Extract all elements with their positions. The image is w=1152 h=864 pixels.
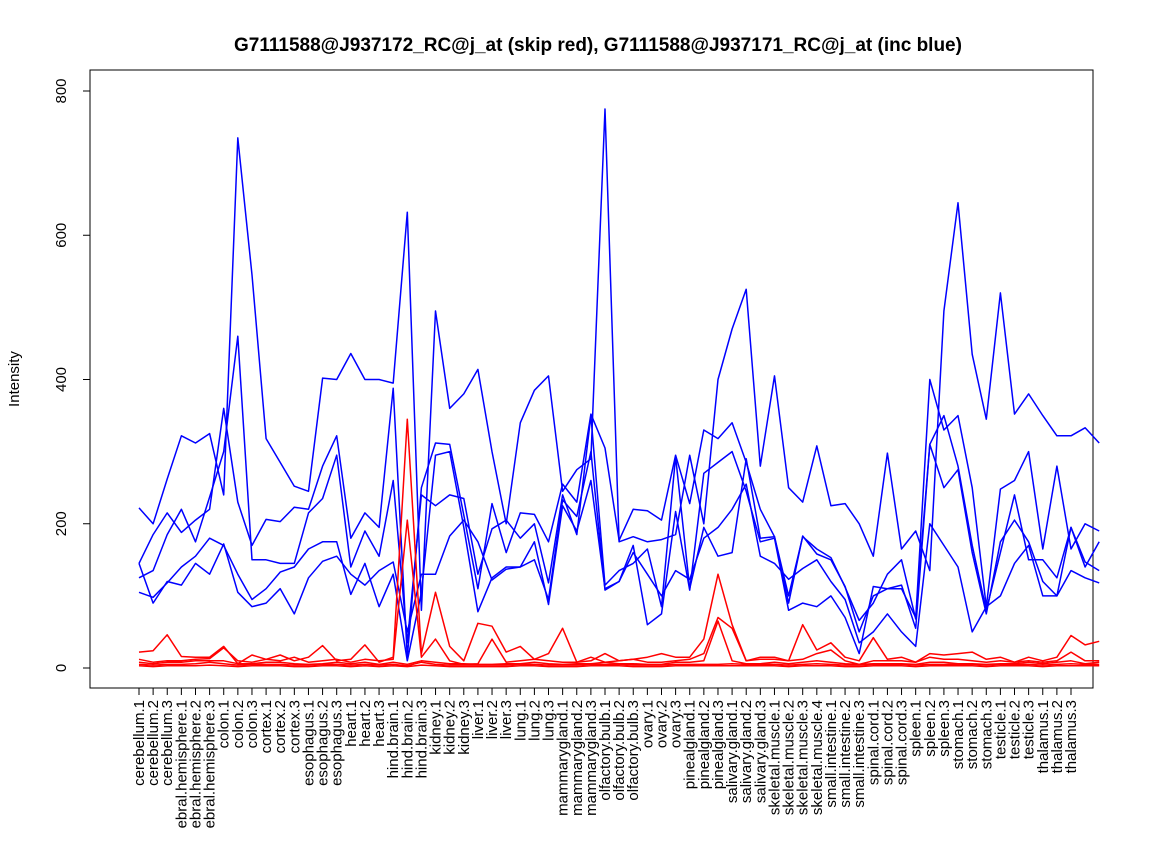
x-tick-label: olfactory.bulb.2: [611, 700, 628, 801]
x-tick-label: spinal.cord.2: [879, 700, 896, 785]
x-tick-label: skeletal.muscle.2: [781, 700, 798, 815]
x-tick-label: colon.1: [216, 700, 233, 748]
x-tick-label: stomach.1: [950, 700, 967, 769]
x-tick-label: liver.2: [484, 700, 501, 739]
x-tick-label: kidney.1: [428, 700, 445, 755]
x-tick-label: mammarygland.3: [583, 700, 600, 816]
x-tick-label: pinealgland.2: [696, 700, 713, 789]
series-line-skip-7: [138, 519, 1100, 666]
x-tick-label: colon.2: [230, 700, 247, 748]
x-tick-label: liver.1: [470, 700, 487, 739]
series-line-inc-3: [138, 335, 1100, 644]
x-tick-label: olfactory.bulb.1: [597, 700, 614, 801]
x-tick-label: testicle.1: [992, 700, 1009, 759]
x-tick-label: skeletal.muscle.4: [809, 700, 826, 815]
x-tick-label: thalamus.3: [1063, 700, 1080, 773]
x-tick-label: skeletal.muscle.3: [795, 700, 812, 815]
x-tick-label: ovary.2: [653, 700, 670, 748]
x-tick-label: spinal.cord.1: [865, 700, 882, 785]
y-axis: 0 200 400 600 800: [53, 78, 91, 672]
x-tick-label: salivary.gland.1: [724, 700, 741, 803]
x-tick-label: pinealgland.3: [710, 700, 727, 789]
x-tick-label: heart.2: [357, 700, 374, 747]
x-tick-label: cerebellum.2: [145, 700, 162, 786]
x-tick-label: ebral.hemisphere.1: [173, 700, 190, 828]
x-tick-label: heart.1: [343, 700, 360, 747]
y-tick-label: 200: [53, 511, 70, 536]
x-tick-label: spleen.1: [908, 700, 925, 757]
x-tick-label: kidney.3: [456, 700, 473, 755]
x-tick-label: colon.3: [244, 700, 261, 748]
x-tick-label: cortex.1: [258, 700, 275, 753]
x-tick-label: small.intestine.1: [823, 700, 840, 808]
x-tick-label: thalamus.2: [1049, 700, 1066, 773]
x-tick-label: skeletal.muscle.1: [766, 700, 783, 815]
x-tick-label: thalamus.1: [1035, 700, 1052, 773]
x-tick-label: liver.3: [498, 700, 515, 739]
x-tick-label: esophagus.2: [315, 700, 332, 786]
series-line-skip-9: [138, 661, 1100, 667]
x-tick-label: small.intestine.3: [851, 700, 868, 808]
x-axis: cerebellum.1cerebellum.2cerebellum.3ebra…: [131, 687, 1080, 828]
x-tick-label: hind.brain.2: [399, 700, 416, 778]
x-tick-label: stomach.3: [978, 700, 995, 769]
x-tick-label: cortex.2: [272, 700, 289, 753]
chart-title: G7111588@J937172_RC@j_at (skip red), G71…: [234, 35, 962, 56]
x-tick-label: ebral.hemisphere.2: [187, 700, 204, 828]
x-tick-label: cerebellum.3: [159, 700, 176, 786]
y-tick-label: 0: [53, 664, 70, 672]
x-tick-label: cerebellum.1: [131, 700, 148, 786]
series-line-skip-8: [138, 620, 1100, 666]
x-tick-label: hind.brain.3: [413, 700, 430, 778]
x-tick-label: cortex.3: [286, 700, 303, 753]
x-tick-label: mammarygland.1: [555, 700, 572, 816]
series-line-inc-2: [138, 378, 1100, 658]
x-tick-label: ovary.3: [668, 700, 685, 748]
x-tick-label: esophagus.3: [329, 700, 346, 786]
x-tick-label: pinealgland.1: [682, 700, 699, 789]
x-tick-label: lung.2: [526, 700, 543, 741]
x-tick-label: lung.3: [541, 700, 558, 741]
y-tick-label: 800: [53, 78, 70, 103]
series-line-skip-10: [138, 664, 1100, 668]
y-axis-label: Intensity: [6, 351, 23, 407]
y-tick-label: 400: [53, 367, 70, 392]
x-tick-label: stomach.2: [964, 700, 981, 769]
x-tick-label: lung.1: [512, 700, 529, 741]
x-tick-label: kidney.2: [442, 700, 459, 755]
x-tick-label: salivary.gland.2: [738, 700, 755, 803]
x-tick-label: ovary.1: [639, 700, 656, 748]
x-tick-label: spinal.cord.3: [894, 700, 911, 785]
x-tick-label: testicle.3: [1021, 700, 1038, 759]
x-tick-label: hind.brain.1: [385, 700, 402, 778]
x-tick-label: spleen.2: [922, 700, 939, 757]
x-tick-label: spleen.3: [936, 700, 953, 757]
series-line-inc-5: [138, 443, 1100, 662]
y-tick-label: 600: [53, 223, 70, 248]
x-tick-label: testicle.2: [1007, 700, 1024, 759]
series-line-inc-1: [138, 108, 1100, 612]
x-tick-label: esophagus.1: [300, 700, 317, 786]
x-tick-label: salivary.gland.3: [752, 700, 769, 803]
x-tick-label: olfactory.bulb.3: [625, 700, 642, 801]
series-line-inc-4: [138, 450, 1100, 648]
series-layer: [138, 108, 1100, 668]
x-tick-label: small.intestine.2: [837, 700, 854, 808]
x-tick-label: ebral.hemisphere.3: [202, 700, 219, 828]
x-tick-label: heart.3: [371, 700, 388, 747]
x-tick-label: mammarygland.2: [569, 700, 586, 816]
